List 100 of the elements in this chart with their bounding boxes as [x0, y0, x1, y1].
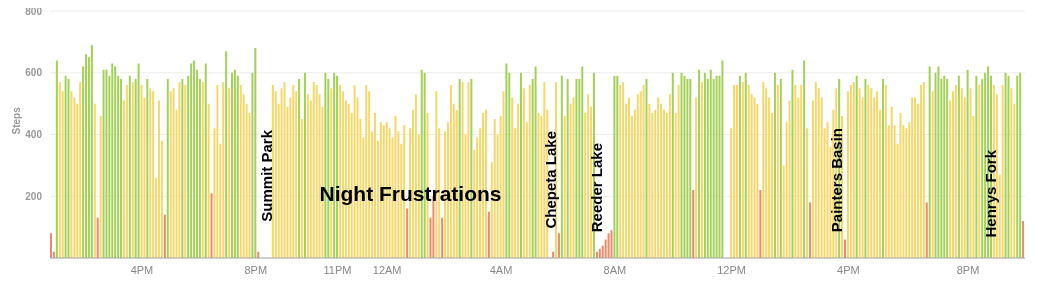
- bar: [303, 72, 306, 258]
- bar: [803, 60, 806, 258]
- bar: [201, 82, 204, 258]
- bar: [172, 88, 175, 258]
- bar: [306, 94, 309, 258]
- bar: [946, 78, 949, 258]
- bar: [1019, 72, 1022, 258]
- bar: [120, 78, 123, 258]
- bar: [619, 85, 622, 258]
- bar: [978, 85, 981, 258]
- bar: [301, 119, 304, 258]
- bar: [677, 85, 680, 258]
- bar: [233, 69, 236, 258]
- bar: [163, 214, 166, 258]
- bar: [645, 78, 648, 258]
- bar: [528, 85, 531, 258]
- annotation: Night Frustrations: [319, 182, 502, 206]
- bar: [914, 97, 917, 258]
- annotation: Henrys Fork: [982, 150, 1001, 238]
- bar: [683, 75, 686, 258]
- x-tick-label: 4PM: [130, 263, 154, 276]
- bar: [867, 85, 870, 258]
- bar: [937, 66, 940, 258]
- annotation: Reeder Lake: [588, 142, 607, 232]
- bar: [315, 85, 318, 258]
- bar: [298, 78, 301, 258]
- y-axis-title: Steps: [10, 106, 22, 135]
- bar: [511, 97, 514, 258]
- bar: [919, 85, 922, 258]
- x-tick-label: 8PM: [244, 263, 268, 276]
- x-tick-label: 4AM: [489, 263, 513, 276]
- bar: [239, 85, 242, 258]
- bar: [502, 91, 505, 258]
- bar: [636, 94, 639, 258]
- bar: [204, 63, 207, 258]
- bar: [178, 82, 181, 258]
- bar: [505, 63, 508, 258]
- bar: [773, 72, 776, 258]
- bar: [193, 60, 196, 258]
- bar: [563, 115, 566, 258]
- bar: [228, 88, 231, 258]
- y-tick-label: 200: [25, 190, 43, 202]
- bar: [733, 85, 736, 258]
- bar: [966, 69, 969, 258]
- bar: [125, 85, 128, 258]
- bar: [668, 94, 671, 258]
- bar: [114, 66, 117, 258]
- bar: [93, 103, 96, 258]
- bar: [292, 85, 295, 258]
- bar: [225, 51, 228, 258]
- bar: [96, 217, 99, 258]
- annotation: Summit Park: [258, 130, 277, 222]
- bar: [522, 88, 525, 258]
- bar: [152, 91, 155, 258]
- bar: [1001, 85, 1004, 258]
- bar: [140, 85, 143, 258]
- bar: [190, 63, 193, 258]
- bar: [99, 115, 102, 258]
- bar: [271, 85, 274, 258]
- bar: [759, 190, 762, 258]
- bar: [67, 78, 70, 258]
- bar: [166, 78, 169, 258]
- bar: [648, 103, 651, 258]
- bar: [744, 72, 747, 258]
- bar: [534, 66, 537, 258]
- bar: [560, 75, 563, 258]
- bar: [607, 233, 610, 258]
- bar: [800, 85, 803, 258]
- bar: [657, 97, 660, 258]
- bar: [613, 75, 616, 258]
- bar: [566, 78, 569, 258]
- bar: [575, 78, 578, 258]
- bar: [899, 112, 902, 258]
- bar: [806, 128, 809, 258]
- bar: [698, 69, 701, 258]
- bar: [216, 85, 219, 258]
- bar: [858, 88, 861, 258]
- bar: [844, 239, 847, 258]
- bar: [537, 112, 540, 258]
- bar: [943, 75, 946, 258]
- bar: [230, 72, 233, 258]
- x-tick-label: 8PM: [956, 263, 980, 276]
- bar: [441, 217, 444, 258]
- bar: [487, 211, 490, 258]
- bar: [969, 88, 972, 258]
- bar: [616, 75, 619, 258]
- bar: [855, 75, 858, 258]
- x-tick-label: 4PM: [837, 263, 860, 276]
- x-tick-label: 12AM: [372, 263, 402, 276]
- bar: [131, 82, 134, 258]
- bar: [1007, 75, 1010, 258]
- bar: [627, 97, 630, 258]
- bar: [776, 85, 779, 258]
- bar: [864, 78, 867, 258]
- bar: [50, 233, 52, 258]
- bar: [572, 97, 575, 258]
- bar: [102, 69, 105, 258]
- bar: [128, 75, 131, 258]
- bar: [925, 202, 928, 258]
- bar: [709, 69, 712, 258]
